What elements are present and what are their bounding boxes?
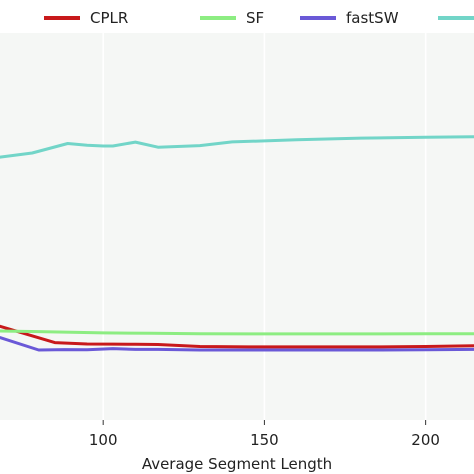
gridlines [102, 33, 427, 420]
legend-label-fastsw: fastSW [346, 9, 399, 27]
x-axis-ticks: 100 150 200 [89, 420, 440, 449]
legend-label-cplr: CPLR [90, 9, 128, 27]
series-line-cplr [0, 324, 474, 349]
legend-entry-sf: SF [200, 9, 264, 27]
legend-entry-fastsw: fastSW [300, 9, 399, 27]
tick-label-150: 150 [250, 431, 279, 449]
series-line-sf [0, 329, 474, 336]
series-line-sw [0, 135, 474, 159]
legend-entry-cplr: CPLR [44, 9, 128, 27]
series-lines [0, 135, 474, 352]
plot-area [0, 33, 474, 420]
legend-label-sf: SF [246, 9, 264, 27]
legend-entry-sw: SW [438, 16, 474, 20]
series-line-fastsw [0, 336, 474, 352]
legend: CPLR SF fastSW SW [44, 9, 474, 27]
tick-label-100: 100 [89, 431, 118, 449]
x-axis-label: Average Segment Length [142, 455, 332, 473]
tick-label-200: 200 [411, 431, 440, 449]
